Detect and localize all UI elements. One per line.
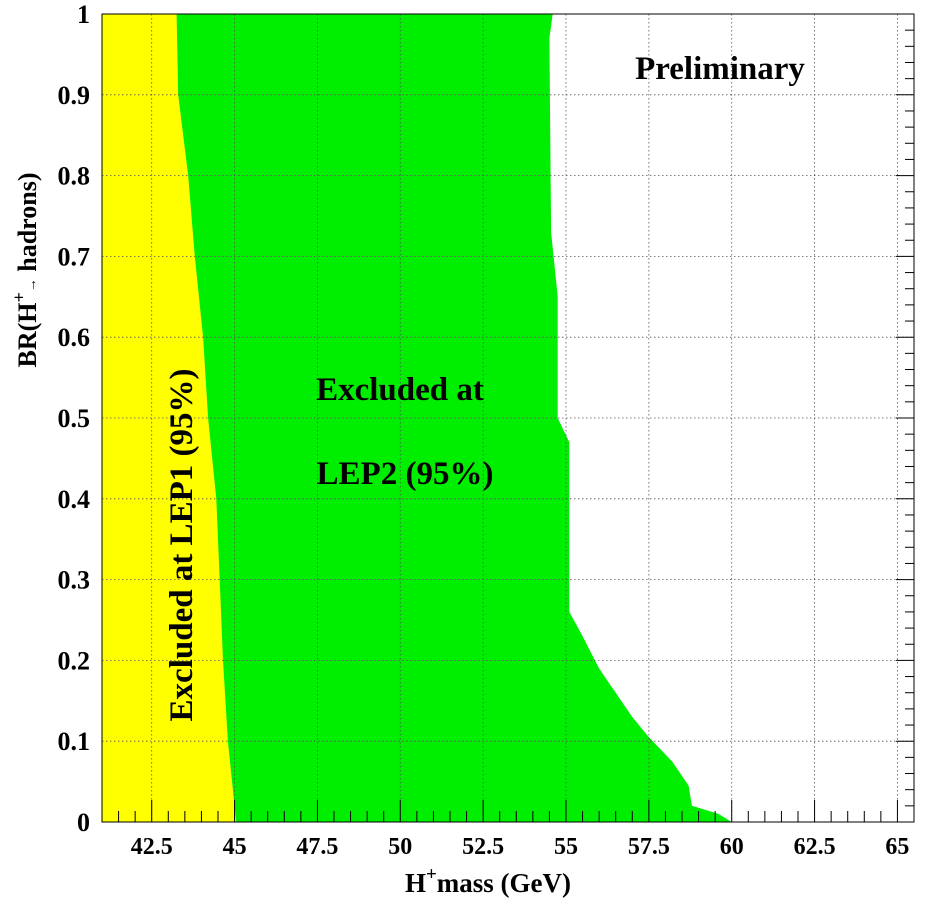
x-tick-label: 55	[554, 834, 578, 860]
lep1-region-label: Excluded at LEP1 (95%)	[164, 369, 200, 722]
x-tick-label: 65	[885, 834, 909, 860]
preliminary-annotation: Preliminary	[635, 51, 805, 87]
y-tick-label: 0.2	[58, 646, 91, 675]
y-tick-label: 0	[77, 808, 90, 837]
x-tick-label: 42.5	[131, 834, 173, 860]
x-axis-label-sup: +	[426, 864, 437, 885]
lep2-excluded-region	[102, 14, 732, 822]
y-tick-label: 0.4	[58, 485, 91, 514]
y-tick-label: 1	[77, 0, 90, 29]
x-axis-label-base: H	[405, 868, 426, 898]
y-axis-label-sup: +	[9, 292, 29, 302]
y-axis-label-arrow: →	[25, 278, 40, 292]
lep1-excluded-region	[102, 14, 237, 822]
x-tick-label: 60	[720, 834, 744, 860]
y-axis-label: BR(H+→ hadrons)	[9, 173, 42, 368]
y-tick-label: 0.7	[58, 242, 91, 271]
y-tick-label: 0.8	[58, 162, 91, 191]
y-tick-labels: 0 0.1 0.2 0.3 0.4 0.5 0.6 0.7 0.8 0.9 1	[58, 0, 91, 837]
exclusion-regions	[102, 14, 732, 822]
x-tick-label: 57.5	[628, 834, 670, 860]
x-tick-label: 45	[223, 834, 247, 860]
lep2-region-label-line2: LEP2 (95%)	[317, 456, 494, 492]
x-axis-label: H+mass (GeV)	[405, 864, 571, 898]
x-tick-label: 62.5	[794, 834, 836, 860]
y-tick-label: 0.5	[58, 404, 91, 433]
plot-frame	[101, 13, 915, 823]
y-axis-label-pre: BR(H	[13, 303, 42, 368]
y-tick-label: 0.9	[58, 81, 91, 110]
y-tick-label: 0.3	[58, 566, 91, 595]
x-tick-labels: 42.5 45 47.5 50 52.5 55 57.5 60 62.5 65	[131, 834, 910, 860]
y-tick-label: 0.1	[58, 727, 91, 756]
lep2-region-label-line1: Excluded at	[316, 372, 484, 408]
y-axis-label-rest: hadrons)	[13, 173, 42, 279]
y-tick-label: 0.6	[58, 323, 91, 352]
x-axis-label-rest: mass (GeV)	[437, 868, 571, 898]
x-tick-label: 52.5	[462, 834, 504, 860]
x-tick-label: 50	[388, 834, 412, 860]
x-tick-label: 47.5	[296, 834, 338, 860]
